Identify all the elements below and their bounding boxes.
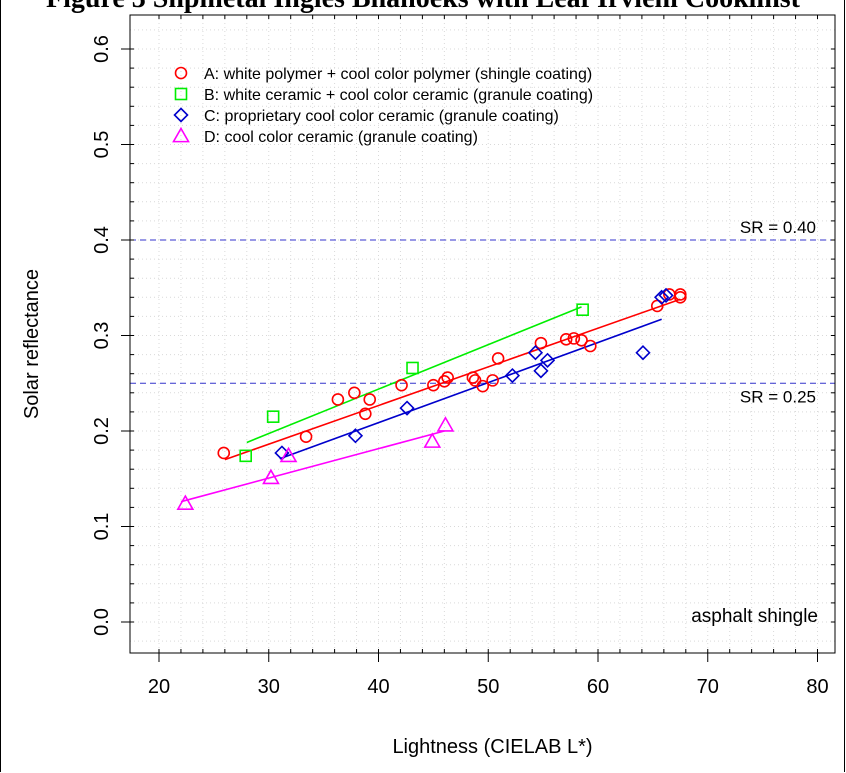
series-a-point xyxy=(466,371,480,384)
series-a-point xyxy=(395,378,408,392)
series-a-point xyxy=(534,336,548,350)
x-tick-label: 50 xyxy=(477,676,499,698)
series-b-fit-line xyxy=(246,306,582,444)
series-a-point xyxy=(363,393,377,406)
grid-layer xyxy=(130,15,835,653)
reference-lines: SR = 0.40 SR = 0.25 xyxy=(130,218,835,406)
series-d-point xyxy=(423,432,442,448)
legend: A: white polymer + cool color polymer (s… xyxy=(172,66,593,146)
series-a-point xyxy=(348,386,361,400)
series-a-point xyxy=(476,379,490,393)
series-a-point xyxy=(575,333,588,347)
x-axis-label: Lightness (CIELAB L*) xyxy=(392,736,592,758)
y-axis-label: Solar reflectance xyxy=(21,269,43,419)
x-tick-label: 20 xyxy=(148,676,170,698)
series-a-point xyxy=(584,339,597,353)
series-a-point xyxy=(217,446,231,460)
y-tick-label: 0.4 xyxy=(91,226,113,254)
series-d-legend-label: D: cool color ceramic (granule coating) xyxy=(204,129,478,146)
axes: 20 30 40 50 60 70 80 0.0 0.1 0.2 0.3 0.4 0.5 0.6 xyxy=(91,15,835,698)
series-d-fit-line xyxy=(180,430,445,503)
series-d-legend-marker xyxy=(172,126,190,143)
x-tick-label: 60 xyxy=(587,676,609,698)
series-d-point xyxy=(262,468,280,485)
series-c-point xyxy=(539,352,556,368)
series-b-point xyxy=(406,361,419,375)
figure-title: Figure 3 Shpmetal Ingles Bhanoeks with L… xyxy=(0,0,846,15)
series-b-point xyxy=(576,303,589,317)
series-a-point xyxy=(331,393,345,406)
x-tick-label: 70 xyxy=(697,676,719,698)
series-a-point xyxy=(491,352,505,365)
series-d-point xyxy=(279,446,298,463)
x-tick-label: 80 xyxy=(806,676,828,698)
series-c-legend-marker xyxy=(173,107,189,123)
annotation-label: asphalt shingle xyxy=(691,606,818,627)
reference-line-label: SR = 0.25 xyxy=(740,387,816,406)
series-a-legend-label: A: white polymer + cool color polymer (s… xyxy=(204,66,592,83)
series-b-point xyxy=(266,410,280,423)
series-c-point xyxy=(399,400,415,416)
x-tick-label: 40 xyxy=(367,676,389,698)
series-c-fit-line xyxy=(279,318,662,460)
series-c-point xyxy=(504,367,521,384)
series-a-point xyxy=(427,378,440,392)
series-a-point xyxy=(559,333,573,346)
series-d-point xyxy=(176,494,195,511)
y-tick-label: 0.2 xyxy=(91,417,113,445)
y-tick-label: 0.1 xyxy=(91,513,113,541)
y-tick-label: 0.3 xyxy=(91,322,113,350)
series-c-point xyxy=(527,345,544,361)
series-a-point xyxy=(299,430,313,444)
series-a-point xyxy=(674,290,687,304)
x-tick-label: 30 xyxy=(258,676,280,698)
series-a-point xyxy=(438,375,451,388)
series-a-point xyxy=(441,371,454,384)
series-c-point xyxy=(635,345,651,361)
y-tick-label: 0.6 xyxy=(91,35,113,63)
series-a-point xyxy=(359,407,372,421)
series-a-legend-marker xyxy=(174,66,188,80)
series-c-point xyxy=(533,363,549,379)
series-a-point xyxy=(486,374,499,387)
series-c-point xyxy=(347,428,364,444)
series-b-legend-marker xyxy=(174,87,188,101)
series-c-point xyxy=(654,289,670,305)
data-points xyxy=(176,287,687,511)
series-c-legend-label: C: proprietary cool color ceramic (granu… xyxy=(204,108,559,125)
y-tick-label: 0.0 xyxy=(91,608,113,636)
reference-line-label: SR = 0.40 xyxy=(740,218,816,237)
series-b-legend-label: B: white ceramic + cool color ceramic (g… xyxy=(204,87,593,104)
series-a-point xyxy=(468,374,482,387)
series-a-point xyxy=(567,332,581,345)
series-d-point xyxy=(436,416,455,432)
fit-lines xyxy=(180,298,681,503)
series-b-point xyxy=(239,449,253,463)
series-c-point xyxy=(658,287,674,304)
y-tick-label: 0.5 xyxy=(91,131,113,159)
